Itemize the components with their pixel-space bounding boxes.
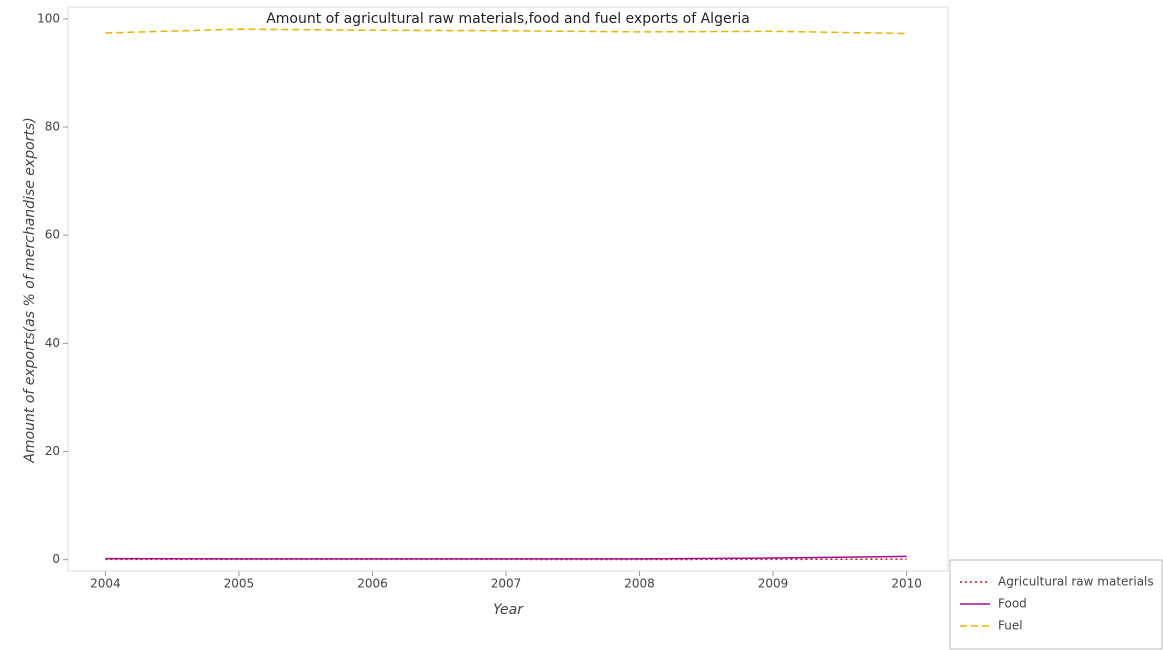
y-tick-label: 100: [37, 11, 60, 25]
legend-label: Agricultural raw materials: [998, 575, 1154, 589]
x-tick-label: 2009: [758, 577, 789, 591]
y-tick-label: 0: [52, 552, 60, 566]
y-axis-title: Amount of exports(as % of merchandise ex…: [22, 117, 38, 463]
chart-title: Amount of agricultural raw materials,foo…: [266, 11, 750, 27]
series-line: [105, 28, 907, 35]
plot-frame: [67, 6, 949, 572]
x-tick-label: 2005: [224, 577, 255, 591]
y-tick-label: 60: [45, 228, 60, 242]
legend-label: Fuel: [998, 619, 1023, 633]
x-tick-label: 2007: [491, 577, 522, 591]
x-tick-label: 2004: [90, 577, 121, 591]
x-tick-label: 2010: [891, 577, 922, 591]
series-line: [105, 555, 907, 560]
x-tick-label: 2008: [624, 577, 655, 591]
x-axis-title: Year: [493, 602, 524, 618]
y-tick-label: 40: [45, 336, 60, 350]
x-tick-label: 2006: [357, 577, 388, 591]
y-tick-label: 20: [45, 444, 60, 458]
y-tick-label: 80: [45, 120, 60, 134]
legend-label: Food: [998, 597, 1027, 611]
